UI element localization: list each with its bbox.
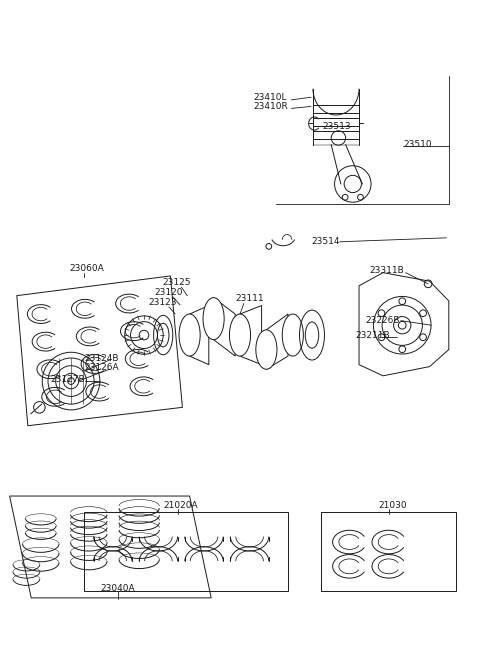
Text: 23510: 23510 <box>403 140 432 149</box>
Text: 23410L: 23410L <box>253 93 287 102</box>
Text: 23226B: 23226B <box>366 316 400 325</box>
Text: 23040A: 23040A <box>101 583 135 593</box>
Text: 23111: 23111 <box>235 294 264 304</box>
Polygon shape <box>190 306 209 365</box>
Text: 23211B: 23211B <box>355 330 390 340</box>
Text: 23127B: 23127B <box>50 375 85 384</box>
Polygon shape <box>240 306 262 365</box>
Text: 23513: 23513 <box>323 122 351 131</box>
Ellipse shape <box>203 298 224 340</box>
Text: 23125: 23125 <box>162 278 191 287</box>
Ellipse shape <box>229 314 251 356</box>
Text: 21030: 21030 <box>378 501 407 510</box>
Text: 23126A: 23126A <box>84 363 119 373</box>
Ellipse shape <box>282 314 303 356</box>
Text: 23120: 23120 <box>155 288 183 297</box>
Text: 23124B: 23124B <box>84 353 119 363</box>
Text: 23514: 23514 <box>311 237 339 246</box>
Text: 23410R: 23410R <box>253 102 288 111</box>
Text: 23123: 23123 <box>149 298 177 307</box>
Ellipse shape <box>179 314 200 356</box>
Text: 23311B: 23311B <box>370 266 404 275</box>
Ellipse shape <box>256 330 277 369</box>
Text: 23060A: 23060A <box>70 263 104 273</box>
Text: 21020A: 21020A <box>163 501 198 510</box>
Polygon shape <box>214 298 235 356</box>
Polygon shape <box>266 314 288 369</box>
